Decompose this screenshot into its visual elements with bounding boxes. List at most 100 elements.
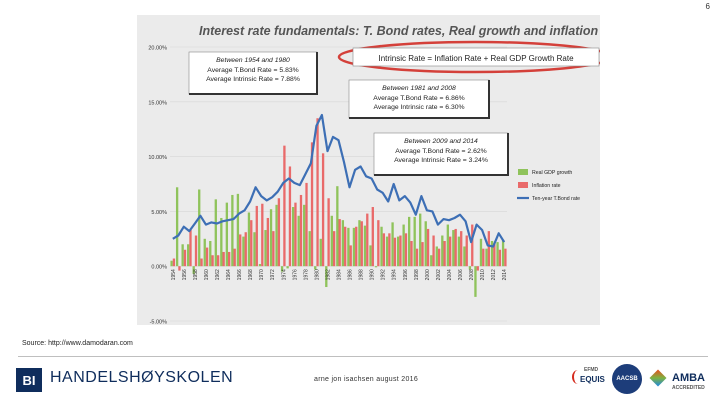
bar-real-gdp-growth xyxy=(325,266,328,288)
annotation-heading: Between 1981 and 2008 xyxy=(382,85,456,92)
bar-real-gdp-growth xyxy=(303,204,306,267)
bar-real-gdp-growth xyxy=(247,212,251,267)
bar-inflation-rate xyxy=(344,226,347,267)
bar-inflation-rate xyxy=(211,255,214,267)
x-tick-label: 1988 xyxy=(359,269,365,280)
bi-logo: BI xyxy=(16,368,42,392)
bar-real-gdp-growth xyxy=(374,266,378,268)
bar-inflation-rate xyxy=(404,233,408,267)
bar-real-gdp-growth xyxy=(396,236,400,267)
x-tick-label: 1968 xyxy=(248,269,254,280)
x-tick-label: 1990 xyxy=(370,269,376,280)
bar-real-gdp-growth xyxy=(236,193,240,267)
bar-real-gdp-growth xyxy=(209,240,212,267)
legend-label: Inflation rate xyxy=(532,183,561,189)
x-tick-label: 1976 xyxy=(292,269,298,280)
bar-inflation-rate xyxy=(189,230,192,267)
chart-image: Interest rate fundamentals: T. Bond rate… xyxy=(137,15,600,325)
bar-inflation-rate xyxy=(443,240,446,267)
bar-inflation-rate xyxy=(437,248,441,267)
y-tick-label: 10.00% xyxy=(148,155,167,161)
bar-real-gdp-growth xyxy=(264,230,267,267)
bar-inflation-rate xyxy=(299,194,303,267)
legend-label: Real GDP growth xyxy=(532,170,572,176)
bar-real-gdp-growth xyxy=(490,240,494,267)
chart-legend: Real GDP growth Inflation rate Ten-year T.… xyxy=(515,165,597,205)
bar-real-gdp-growth xyxy=(225,202,229,267)
annotation-1954-1980: Between 1954 and 1980 Average T.Bond Rate… xyxy=(188,51,318,95)
bar-real-gdp-growth xyxy=(220,217,223,267)
x-tick-label: 1992 xyxy=(381,269,387,280)
bar-real-gdp-growth xyxy=(474,266,477,297)
bar-real-gdp-growth xyxy=(463,246,466,267)
equis-swoosh-icon xyxy=(572,370,584,384)
bar-real-gdp-growth xyxy=(496,242,499,267)
aacsb-logo: AACSB xyxy=(612,364,642,394)
y-tick-label: -5.00% xyxy=(150,320,168,326)
bar-real-gdp-growth xyxy=(330,215,333,267)
equis-logo: EFMD EQUIS xyxy=(570,364,605,394)
bar-inflation-rate xyxy=(288,166,292,267)
bar-inflation-rate xyxy=(487,231,490,267)
bar-real-gdp-growth xyxy=(308,231,311,267)
bar-real-gdp-growth xyxy=(214,199,217,267)
x-tick-label: 2006 xyxy=(458,269,464,280)
annotation-2009-2014: Between 2009 and 2014 Average T.Bond Rate… xyxy=(373,132,509,176)
x-tick-label: 1998 xyxy=(414,269,420,280)
bar-real-gdp-growth xyxy=(363,225,367,267)
y-tick-label: 0.00% xyxy=(151,265,167,271)
bar-inflation-rate xyxy=(310,142,314,267)
bar-inflation-rate xyxy=(272,231,275,267)
x-tick-label: 2008 xyxy=(469,269,475,280)
bar-inflation-rate xyxy=(327,198,330,267)
bar-real-gdp-growth xyxy=(286,266,289,269)
bar-real-gdp-growth xyxy=(419,213,422,267)
x-tick-label: 1986 xyxy=(348,269,354,280)
bar-inflation-rate xyxy=(332,231,336,267)
x-tick-label: 2000 xyxy=(425,269,431,280)
annotation-line: Average Intrinsic Rate = 3.24% xyxy=(394,157,488,164)
x-tick-label: 1966 xyxy=(237,269,243,280)
x-tick-label: 1982 xyxy=(325,269,331,280)
bar-real-gdp-growth xyxy=(297,215,300,267)
bar-inflation-rate xyxy=(360,221,363,267)
bar-real-gdp-growth xyxy=(402,224,405,267)
amba-label: AMBA xyxy=(672,372,705,384)
slide-number: 6 xyxy=(705,2,710,11)
annotation-heading: Between 2009 and 2014 xyxy=(404,138,478,145)
bar-inflation-rate xyxy=(305,182,308,267)
x-tick-label: 1970 xyxy=(259,269,265,280)
x-tick-label: 2004 xyxy=(447,269,453,280)
bar-real-gdp-growth xyxy=(485,248,488,267)
bar-real-gdp-growth xyxy=(446,224,449,267)
bar-real-gdp-growth xyxy=(385,236,389,267)
x-tick-label: 1964 xyxy=(226,269,232,280)
bar-inflation-rate xyxy=(228,251,231,267)
bar-inflation-rate xyxy=(460,231,463,267)
bar-inflation-rate xyxy=(448,236,452,267)
bar-real-gdp-growth xyxy=(187,244,190,267)
bar-inflation-rate xyxy=(261,203,264,267)
annotation-line: Average T.Bond Rate = 6.86% xyxy=(373,95,464,102)
bar-inflation-rate xyxy=(504,248,507,267)
annotation-1981-2008: Between 1981 and 2008 Average T.Bond Rate… xyxy=(348,79,490,119)
bar-inflation-rate xyxy=(178,266,181,271)
bar-real-gdp-growth xyxy=(258,264,262,267)
bar-real-gdp-growth xyxy=(253,232,256,267)
bar-real-gdp-growth xyxy=(391,222,394,267)
bar-inflation-rate xyxy=(294,202,297,267)
source-citation: Source: http://www.damodaran.com xyxy=(22,340,133,347)
bar-real-gdp-growth xyxy=(430,255,433,267)
bar-real-gdp-growth xyxy=(407,216,411,267)
bar-real-gdp-growth xyxy=(352,227,356,267)
x-tick-label: 2002 xyxy=(436,269,442,280)
x-tick-label: 1994 xyxy=(392,269,398,280)
bars-layer xyxy=(170,118,507,297)
bar-real-gdp-growth xyxy=(435,246,438,267)
equis-top-label: EFMD xyxy=(584,367,599,373)
amba-logo: AMBA ACCREDITED xyxy=(649,364,710,394)
bar-inflation-rate xyxy=(426,228,430,267)
formula-text: Intrinsic Rate = Inflation Rate + Real G… xyxy=(378,54,574,63)
x-tick-label: 1974 xyxy=(281,269,287,280)
bar-real-gdp-growth xyxy=(319,238,322,267)
